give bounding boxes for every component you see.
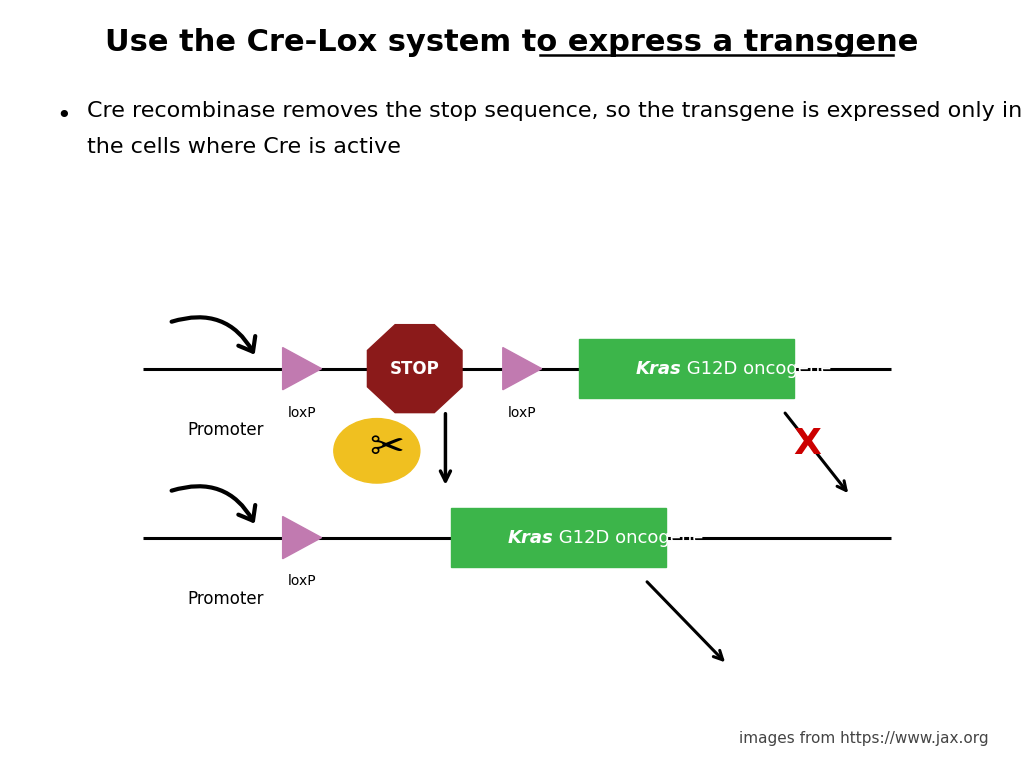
- Text: G12D oncogene: G12D oncogene: [553, 528, 703, 547]
- Polygon shape: [503, 347, 542, 390]
- Text: Promoter: Promoter: [187, 421, 263, 439]
- Text: Promoter: Promoter: [187, 590, 263, 607]
- FancyBboxPatch shape: [579, 339, 794, 398]
- FancyArrowPatch shape: [172, 486, 255, 521]
- Text: Use the Cre-Lox system to express a transgene: Use the Cre-Lox system to express a tran…: [105, 28, 919, 57]
- Text: Cre recombinase removes the stop sequence, so the transgene is expressed only in: Cre recombinase removes the stop sequenc…: [87, 101, 1022, 121]
- Polygon shape: [283, 347, 322, 390]
- FancyBboxPatch shape: [451, 508, 666, 567]
- Text: the cells where Cre is active: the cells where Cre is active: [87, 137, 401, 157]
- Text: images from https://www.jax.org: images from https://www.jax.org: [738, 731, 988, 746]
- Text: loxP: loxP: [288, 574, 316, 588]
- Text: STOP: STOP: [390, 359, 439, 378]
- Text: X: X: [793, 427, 821, 461]
- Polygon shape: [283, 516, 322, 559]
- Text: Kras: Kras: [507, 528, 553, 547]
- Text: loxP: loxP: [288, 406, 316, 419]
- Text: G12D oncogene: G12D oncogene: [681, 359, 831, 378]
- Circle shape: [334, 419, 420, 483]
- Text: ✂: ✂: [370, 427, 404, 468]
- Text: loxP: loxP: [508, 406, 537, 419]
- Text: Kras: Kras: [635, 359, 681, 378]
- Text: •: •: [56, 104, 71, 127]
- FancyArrowPatch shape: [172, 317, 255, 352]
- Polygon shape: [368, 325, 462, 412]
